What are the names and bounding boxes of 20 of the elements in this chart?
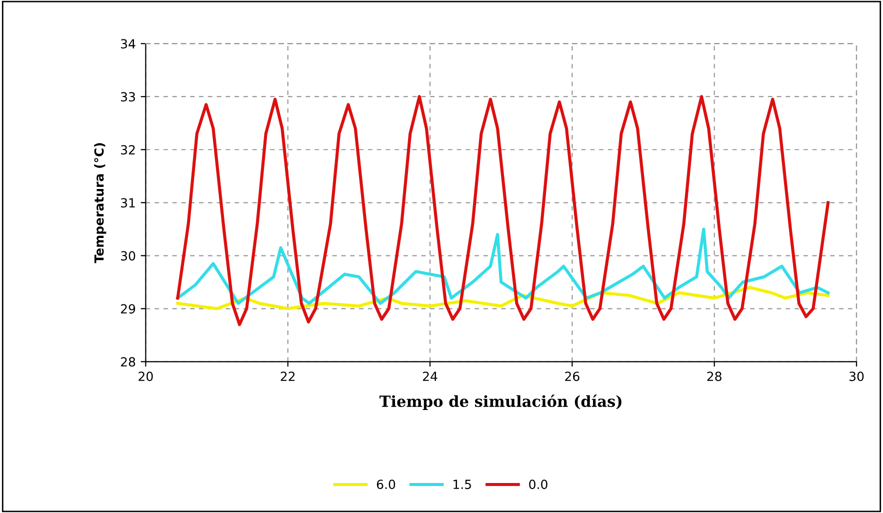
y-tick-label: 34 [121,39,136,49]
x-tick-label: 26 [565,372,580,382]
line-series [176,228,830,305]
line-series [176,95,830,326]
y-tick-label: 28 [120,357,136,367]
y-tick-label: 32 [121,145,135,155]
x-tick-label: 20 [138,372,153,382]
legend-label: 1.5 [454,480,471,490]
y-tick-label: 31 [121,198,135,208]
legend-label: 0.0 [529,480,548,490]
y-tick-label: 29 [120,304,136,314]
x-axis-title: Tiempo de simulación (días) [380,394,622,410]
x-tick-label: 22 [280,372,295,381]
y-tick-label: 30 [121,251,136,261]
x-tick-label: 28 [707,372,722,382]
y-tick-label: 33 [121,92,135,102]
x-tick-label: 24 [422,372,438,381]
legend-label: 6.0 [376,480,396,490]
x-tick-label: 30 [850,372,864,382]
y-axis-title: Temperatura (°C) [94,143,106,264]
